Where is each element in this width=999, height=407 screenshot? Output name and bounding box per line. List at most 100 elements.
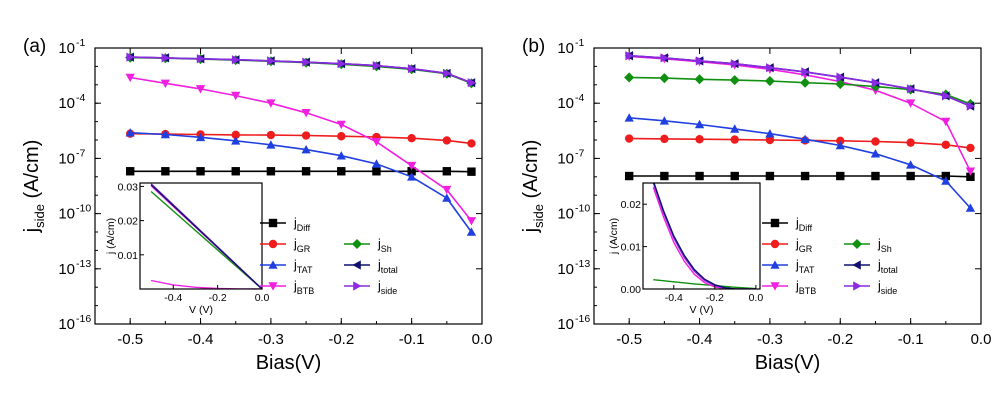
- data-point-BTB: [467, 217, 476, 225]
- inset-y-tick-label: 0.01: [118, 250, 139, 262]
- legend-label-sub: TAT: [799, 265, 815, 275]
- x-axis-label: Bias(V): [755, 352, 821, 374]
- data-point-GR: [467, 139, 475, 147]
- data-point-Sh: [695, 74, 705, 84]
- legend-label-sub: BTB: [297, 286, 315, 296]
- legend-item-Sh: jSh: [344, 237, 392, 254]
- legend-item-Sh: jSh: [844, 237, 892, 254]
- y-tick-exponent: -1: [76, 37, 85, 49]
- legend-label: jBTB: [795, 279, 816, 296]
- legend-label: jTAT: [293, 258, 313, 275]
- y-tick-label: 10-4: [58, 92, 85, 112]
- y-tick-base: 10: [58, 95, 75, 112]
- x-tick-label: -0.4: [687, 331, 713, 348]
- legend-marker: [352, 239, 362, 249]
- y-tick-label: 10-13: [557, 258, 590, 278]
- series-line-side: [130, 57, 471, 83]
- legend-label-sub: TAT: [297, 265, 313, 275]
- legend-label: jDiff: [795, 216, 813, 233]
- legend-label-sub: Diff: [297, 223, 311, 233]
- y-tick-exponent: -16: [76, 313, 91, 325]
- data-point-Sh: [800, 78, 810, 88]
- legend-label-sub: total: [881, 265, 898, 275]
- inset-x-tick-label: -0.2: [706, 292, 724, 304]
- legend-label: jTAT: [795, 258, 815, 275]
- y-tick-label: 10-4: [557, 92, 584, 112]
- legend-label-sub: GR: [297, 244, 311, 254]
- legend-marker: [353, 281, 361, 290]
- x-axis-label: Bias(V): [256, 352, 322, 374]
- x-tick-label: -0.3: [757, 331, 783, 348]
- y-tick-exponent: -4: [575, 92, 584, 104]
- y-tick-base: 10: [557, 261, 574, 278]
- legend-label-sub: total: [381, 265, 398, 275]
- x-tick-label: 0.0: [971, 331, 992, 348]
- y-tick-base: 10: [557, 40, 574, 57]
- y-tick-exponent: -4: [76, 92, 85, 104]
- x-tick-label: -0.3: [258, 331, 284, 348]
- legend-item-TAT: jTAT: [260, 258, 313, 275]
- legend-marker: [853, 281, 861, 290]
- inset-y-tick-label: 0.01: [621, 242, 642, 254]
- data-point-Diff: [836, 172, 844, 180]
- series-line-GR: [629, 139, 970, 148]
- data-point-Diff: [660, 172, 668, 180]
- data-point-Diff: [302, 167, 310, 175]
- data-point-Diff: [232, 167, 240, 175]
- data-point-Diff: [161, 167, 169, 175]
- inset-x-tick-label: 0.0: [255, 292, 270, 304]
- series-line-side: [629, 56, 970, 106]
- inset-x-axis-label: V (V): [690, 304, 714, 316]
- data-point-Diff: [372, 167, 380, 175]
- data-point-Diff: [731, 172, 739, 180]
- y-tick-label: 10-16: [58, 313, 91, 333]
- y-axis-label-sub: side: [32, 204, 47, 228]
- data-point-BTB: [906, 99, 915, 107]
- y-axis-label: jside (A/cm): [520, 140, 546, 234]
- legend-item-total: jtotal: [344, 258, 398, 275]
- legend-label-sub: side: [881, 286, 898, 296]
- y-axis-label-unit: (A/cm): [520, 140, 542, 204]
- legend-label-sub: Sh: [881, 244, 892, 254]
- legend-label: jSh: [877, 237, 892, 254]
- inset-y-tick-label: 0.00: [621, 284, 642, 296]
- data-point-Sh: [765, 76, 775, 86]
- data-point-BTB: [372, 138, 381, 146]
- y-tick-base: 10: [58, 261, 75, 278]
- legend-marker: [771, 240, 779, 248]
- inset-y-tick-label: 0.02: [621, 199, 642, 211]
- legend-label: jtotal: [377, 258, 398, 275]
- y-tick-base: 10: [58, 206, 75, 223]
- data-point-Sh: [659, 73, 669, 83]
- legend-item-BTB: jBTB: [762, 279, 816, 296]
- legend-label-sub: GR: [799, 244, 813, 254]
- y-tick-exponent: -1: [575, 37, 584, 49]
- data-point-GR: [906, 138, 914, 146]
- y-tick-base: 10: [557, 316, 574, 333]
- data-point-Diff: [443, 167, 451, 175]
- legend-label-sub: side: [381, 286, 398, 296]
- y-tick-exponent: -13: [575, 258, 590, 270]
- data-point-Diff: [126, 167, 134, 175]
- data-point-Diff: [467, 167, 475, 175]
- y-tick-base: 10: [58, 150, 75, 167]
- data-point-GR: [871, 137, 879, 145]
- legend-item-GR: jGR: [260, 237, 311, 254]
- y-tick-exponent: -13: [76, 258, 91, 270]
- data-point-Diff: [906, 172, 914, 180]
- x-tick-label: -0.2: [827, 331, 853, 348]
- legend-label: jGR: [293, 237, 311, 254]
- y-tick-label: 10-10: [557, 203, 590, 223]
- y-tick-base: 10: [557, 150, 574, 167]
- data-point-GR: [942, 141, 950, 149]
- inset-x-tick-label: -0.2: [209, 292, 227, 304]
- y-axis-label-unit: (A/cm): [21, 140, 43, 204]
- panel-label: (b): [522, 36, 545, 57]
- data-point-Diff: [267, 167, 275, 175]
- legend-label-sub: BTB: [799, 286, 817, 296]
